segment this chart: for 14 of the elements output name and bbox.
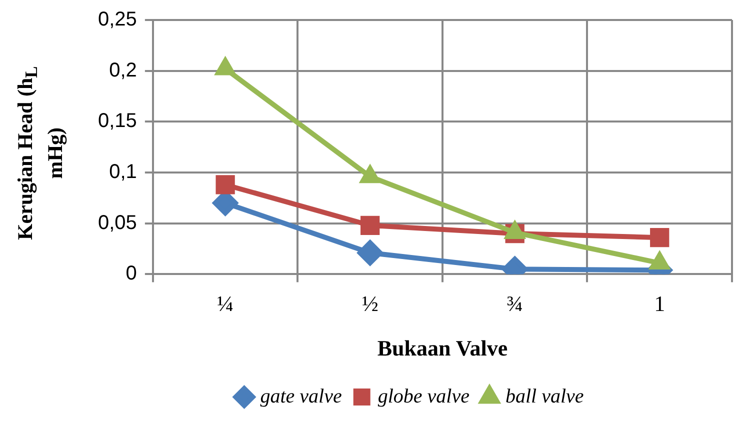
y-tick-label: 0 — [126, 262, 137, 285]
y-tick-label: 0,25 — [98, 8, 137, 31]
x-tick-label: ¾ — [506, 291, 524, 316]
y-tick-label: 0,1 — [109, 161, 137, 184]
y-tick-label: 0,2 — [109, 59, 137, 82]
legend-label: globe valve — [378, 385, 470, 408]
legend-label: gate valve — [260, 385, 342, 408]
x-tick-label: 1 — [654, 291, 666, 316]
y-tick-label: 0,15 — [98, 110, 137, 132]
y-tick-label: 0,05 — [98, 212, 137, 234]
legend-label: ball valve — [505, 385, 584, 408]
x-axis-title: Bukaan Valve — [377, 335, 508, 360]
x-tick-label: ¼ — [217, 291, 234, 316]
x-tick-label: ½ — [362, 291, 378, 316]
